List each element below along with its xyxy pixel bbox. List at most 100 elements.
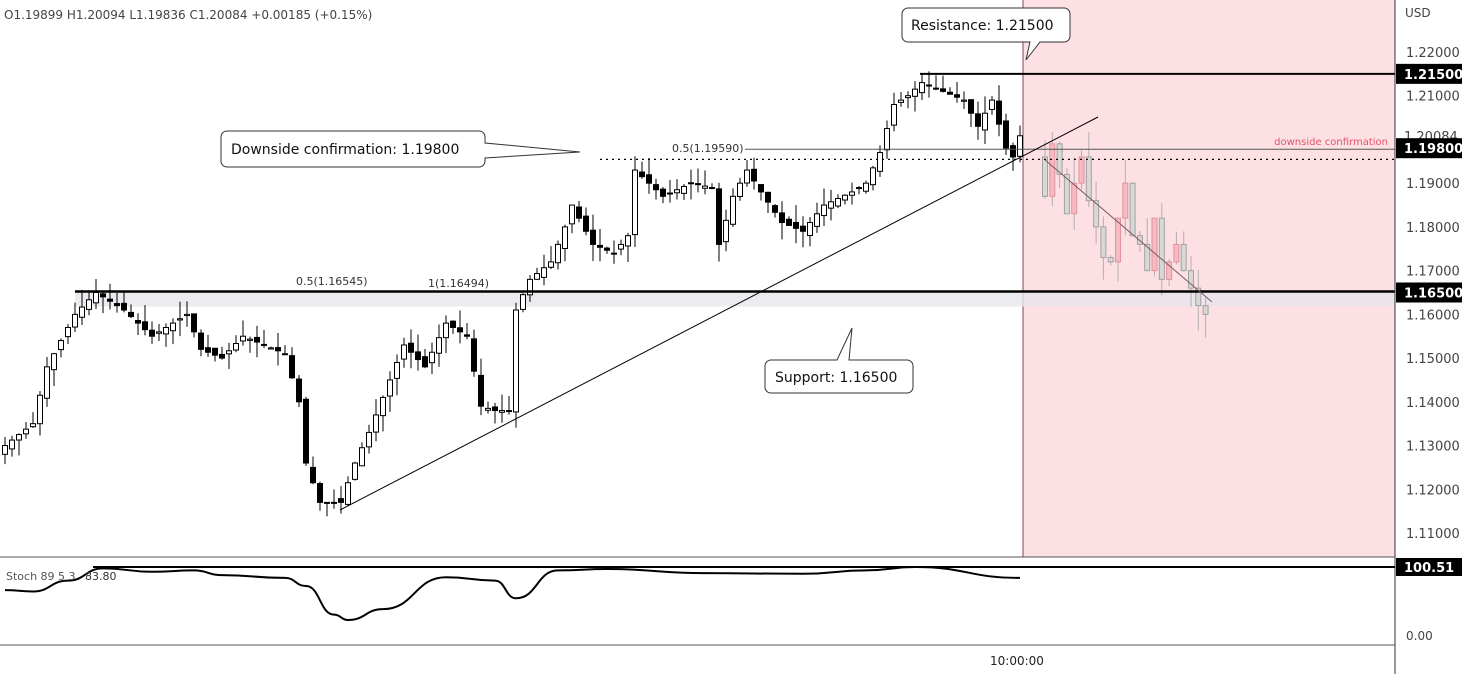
candle[interactable]	[912, 88, 918, 97]
candle[interactable]	[296, 378, 302, 403]
candle[interactable]	[23, 428, 29, 435]
candle[interactable]	[86, 299, 92, 310]
candle[interactable]	[779, 212, 785, 224]
candle[interactable]	[856, 187, 862, 190]
projected-candle[interactable]	[1085, 156, 1092, 202]
candle[interactable]	[898, 99, 904, 103]
projected-candle[interactable]	[1107, 257, 1114, 263]
candle[interactable]	[30, 423, 36, 428]
candle[interactable]	[394, 361, 400, 379]
candle[interactable]	[345, 482, 351, 505]
projected-candle[interactable]	[1042, 156, 1048, 197]
candle[interactable]	[191, 313, 197, 333]
candle[interactable]	[275, 347, 281, 352]
projected-candle[interactable]	[1115, 217, 1121, 263]
candle[interactable]	[632, 169, 638, 236]
candle[interactable]	[16, 434, 22, 441]
price-axis[interactable]: 1.22000 1.21000 1.19000 1.18000 1.17000 1.160…	[1396, 46, 1462, 542]
projected-candle[interactable]	[1049, 143, 1056, 197]
projected-candle[interactable]	[1195, 287, 1202, 307]
candle[interactable]	[576, 206, 582, 219]
candle[interactable]	[457, 327, 463, 333]
candle[interactable]	[660, 188, 666, 197]
candle[interactable]	[961, 99, 967, 102]
projected-candle[interactable]	[1122, 182, 1129, 219]
candle[interactable]	[2, 445, 8, 455]
projected-candle[interactable]	[1158, 217, 1165, 280]
candle[interactable]	[583, 215, 589, 232]
candle[interactable]	[282, 353, 288, 356]
trendline-up[interactable]	[339, 116, 1099, 511]
candle[interactable]	[905, 95, 911, 99]
candle[interactable]	[821, 204, 827, 217]
candle[interactable]	[555, 243, 561, 264]
candle[interactable]	[100, 293, 106, 298]
candle[interactable]	[478, 374, 484, 407]
candle[interactable]	[429, 351, 435, 364]
candle[interactable]	[996, 100, 1002, 125]
candle[interactable]	[765, 191, 771, 203]
candle[interactable]	[849, 191, 855, 196]
candle[interactable]	[415, 351, 421, 361]
candle[interactable]	[219, 353, 225, 359]
candle[interactable]	[982, 112, 988, 131]
candle[interactable]	[422, 356, 428, 368]
projected-candle[interactable]	[1071, 182, 1078, 215]
candle[interactable]	[177, 318, 183, 321]
candle[interactable]	[527, 278, 533, 296]
candle[interactable]	[730, 195, 736, 225]
candle[interactable]	[954, 94, 960, 98]
projected-candle[interactable]	[1063, 173, 1070, 215]
candle[interactable]	[254, 336, 260, 343]
candle[interactable]	[723, 219, 729, 243]
candle[interactable]	[667, 192, 673, 195]
candle[interactable]	[541, 267, 547, 278]
candle[interactable]	[842, 194, 848, 201]
candle[interactable]	[212, 347, 218, 356]
candle[interactable]	[135, 320, 141, 324]
projected-candle[interactable]	[1202, 305, 1209, 315]
candle[interactable]	[156, 331, 162, 334]
candle[interactable]	[947, 91, 953, 95]
candle[interactable]	[51, 353, 57, 371]
candle[interactable]	[681, 185, 687, 194]
candle[interactable]	[793, 221, 799, 229]
candle[interactable]	[359, 447, 365, 467]
candle[interactable]	[709, 187, 715, 190]
candle[interactable]	[618, 243, 624, 250]
projected-candle[interactable]	[1173, 243, 1180, 263]
candle[interactable]	[366, 431, 372, 448]
candle[interactable]	[387, 379, 393, 397]
resistance-callout[interactable]	[901, 7, 1071, 61]
candle[interactable]	[751, 168, 757, 182]
candle[interactable]	[534, 273, 540, 280]
candle[interactable]	[310, 466, 316, 484]
candle[interactable]	[695, 183, 701, 186]
candle[interactable]	[702, 185, 708, 189]
candle[interactable]	[9, 439, 15, 450]
candle[interactable]	[401, 344, 407, 360]
candle[interactable]	[744, 169, 750, 184]
candle[interactable]	[828, 201, 834, 209]
candle[interactable]	[492, 406, 498, 412]
candle[interactable]	[646, 174, 652, 184]
downside-callout[interactable]	[220, 130, 581, 168]
candle[interactable]	[464, 334, 470, 337]
candle[interactable]	[247, 338, 253, 341]
candle[interactable]	[93, 291, 99, 304]
candle[interactable]	[240, 335, 246, 342]
candle[interactable]	[107, 298, 113, 302]
candle[interactable]	[926, 84, 932, 87]
candle[interactable]	[142, 321, 148, 331]
candle[interactable]	[289, 355, 295, 379]
projected-candle[interactable]	[1093, 200, 1100, 228]
projected-candle[interactable]	[1166, 261, 1173, 280]
projected-candle[interactable]	[1144, 243, 1151, 272]
candle[interactable]	[800, 225, 806, 232]
candle[interactable]	[891, 103, 897, 126]
candle[interactable]	[653, 184, 659, 191]
projected-candle[interactable]	[1078, 156, 1085, 184]
candle[interactable]	[373, 414, 379, 433]
candle[interactable]	[58, 340, 64, 351]
